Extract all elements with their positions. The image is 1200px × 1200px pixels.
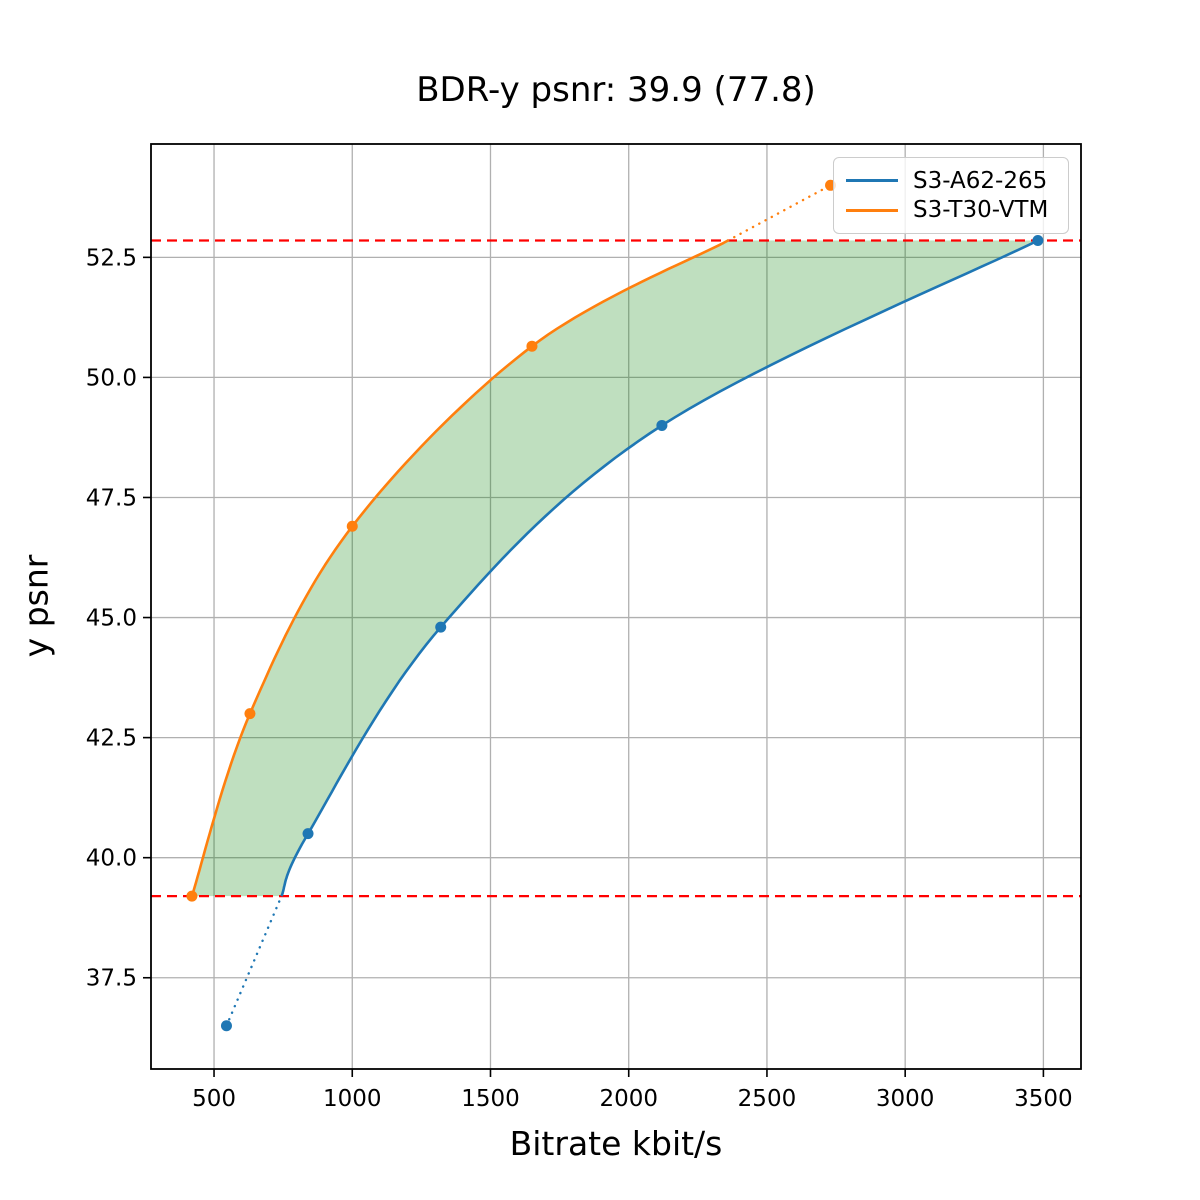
data-point-marker — [435, 621, 447, 633]
legend-label: S3-T30-VTM — [913, 197, 1049, 224]
y-tick-label: 50.0 — [86, 365, 137, 391]
x-tick-label: 3500 — [1014, 1086, 1073, 1112]
plot-frame — [150, 143, 1082, 1070]
rd-curve-dotted — [225, 894, 283, 1027]
x-axis-label: Bitrate kbit/s — [509, 1124, 723, 1163]
legend-item: S3-A62-265 — [846, 168, 1056, 194]
y-tick-label: 52.5 — [86, 245, 137, 271]
legend: S3-A62-265 S3-T30-VTM — [833, 157, 1069, 234]
data-point-marker — [1032, 235, 1044, 247]
legend-line-sample-blue — [846, 179, 898, 183]
y-tick-label: 45.0 — [86, 606, 137, 632]
x-tick-label: 1000 — [323, 1086, 382, 1112]
data-point-marker — [220, 1020, 232, 1032]
x-tick-label: 3000 — [876, 1086, 935, 1112]
data-point-marker — [346, 520, 358, 532]
data-point-marker — [656, 419, 668, 431]
legend-item: S3-T30-VTM — [846, 197, 1056, 223]
data-point-marker — [302, 828, 314, 840]
data-point-marker — [526, 340, 538, 352]
shaded-bd-region — [191, 240, 1038, 897]
x-tick-label: 2000 — [599, 1086, 658, 1112]
y-tick-label: 47.5 — [86, 485, 137, 511]
y-tick-label: 37.5 — [86, 966, 137, 992]
x-tick-label: 2500 — [738, 1086, 797, 1112]
y-tick-label: 40.0 — [86, 846, 137, 872]
y-axis-label: y psnr — [16, 554, 56, 658]
data-point-marker — [244, 708, 256, 720]
x-tick-label: 1500 — [461, 1086, 520, 1112]
chart-title: BDR-y psnr: 39.9 (77.8) — [416, 70, 816, 110]
data-point-marker — [186, 890, 198, 902]
y-tick-label: 42.5 — [86, 726, 137, 752]
legend-line-sample-orange — [846, 208, 898, 212]
x-tick-label: 500 — [192, 1086, 236, 1112]
rd-curve-dotted — [726, 184, 832, 242]
legend-label: S3-A62-265 — [913, 167, 1048, 194]
